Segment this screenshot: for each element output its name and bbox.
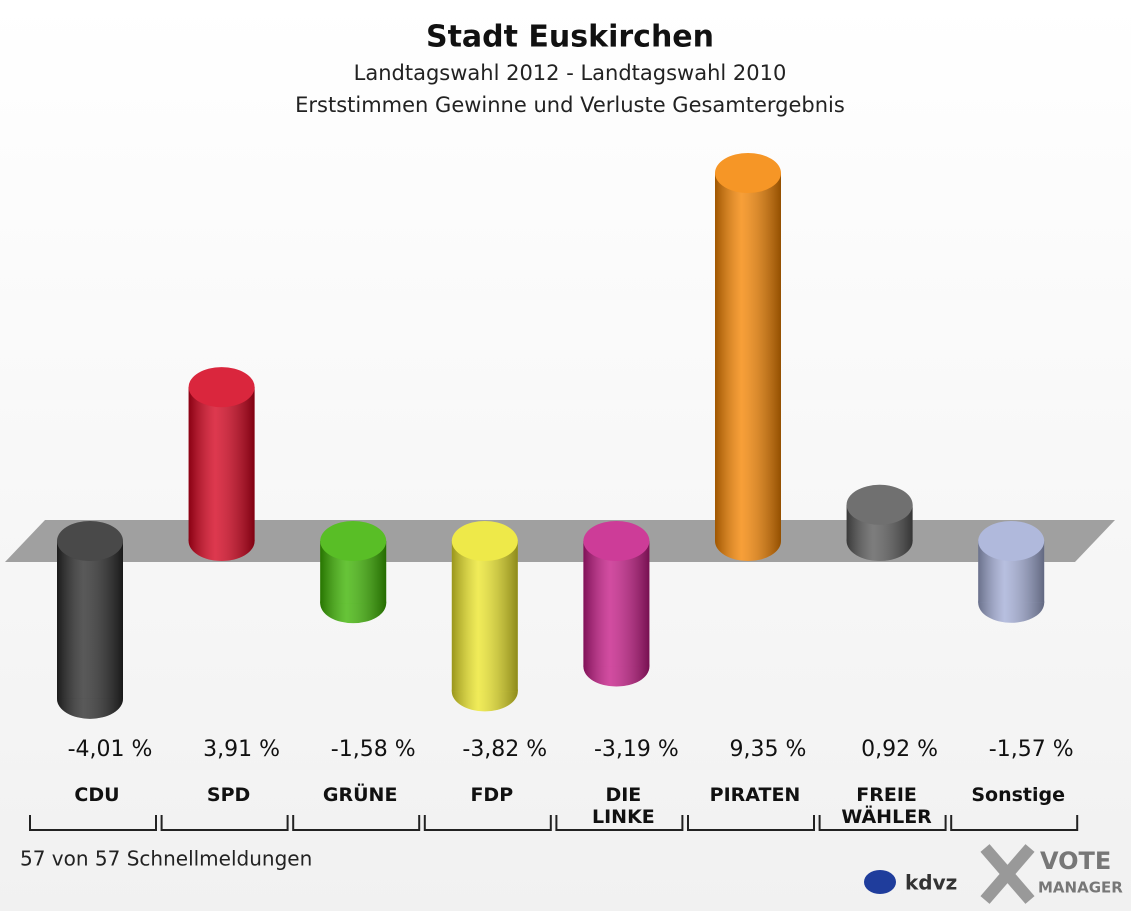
chart-title: Stadt Euskirchen [426, 20, 714, 55]
bar-top [715, 153, 781, 193]
chart-subtitle: Erststimmen Gewinne und Verluste Gesamte… [295, 93, 845, 117]
value-label: -1,58 % [331, 737, 416, 762]
bar-top-shade [978, 521, 1045, 561]
value-label: -1,57 % [989, 737, 1074, 762]
logo-icon [864, 870, 896, 894]
bar-top-shade [715, 153, 781, 193]
bar-top-shade [583, 521, 650, 561]
bar-top-shade [57, 521, 123, 561]
bar-shade [583, 541, 650, 667]
category-label: GRÜNE [322, 784, 398, 806]
bar-top [978, 521, 1045, 561]
bar-top [451, 521, 518, 561]
value-label: -3,19 % [594, 737, 679, 762]
bar-shade [57, 541, 123, 699]
category-bracket [292, 815, 421, 831]
bar-top-shade [451, 521, 518, 561]
category-bracket [29, 815, 157, 831]
bar-shade [451, 541, 518, 692]
logo-cross [980, 844, 1035, 904]
category-label: PIRATEN [709, 784, 801, 806]
chart-subtitle: Landtagswahl 2012 - Landtagswahl 2010 [354, 61, 787, 85]
footer-note: 57 von 57 Schnellmeldungen [20, 847, 312, 871]
category-bracket [555, 815, 684, 831]
logo-text: kdvz [905, 871, 957, 895]
category-label: FDP [470, 784, 514, 806]
category-label: FREIE WÄHLER [841, 784, 932, 828]
bar-top-shade [188, 367, 255, 408]
value-label: -3,82 % [462, 737, 547, 762]
zero-plane [5, 520, 1115, 562]
value-label: -4,01 % [68, 737, 153, 762]
logo-text: VOTE [1040, 847, 1111, 875]
bar-top [57, 521, 123, 561]
category-label: SPD [206, 784, 251, 806]
category-label: CDU [74, 784, 120, 806]
bar-top [583, 521, 650, 561]
value-label: 9,35 % [730, 737, 807, 762]
logo-text: MANAGER [1038, 879, 1123, 897]
category-label: DIE LINKE [592, 784, 655, 828]
bar-shade [188, 387, 255, 541]
category-bracket [818, 815, 947, 831]
category-bracket [423, 815, 552, 831]
category-bracket [687, 815, 815, 831]
bar-top [188, 367, 255, 408]
value-label: 0,92 % [861, 737, 938, 762]
category-bracket [950, 815, 1079, 831]
category-label: Sonstige [971, 784, 1066, 806]
bar-top-shade [320, 521, 387, 561]
category-bracket [160, 815, 289, 831]
bar-top-shade [846, 484, 913, 525]
bar-top [846, 484, 913, 525]
bar-top [320, 521, 387, 561]
value-label: 3,91 % [203, 737, 280, 762]
bar-shade [715, 173, 781, 541]
